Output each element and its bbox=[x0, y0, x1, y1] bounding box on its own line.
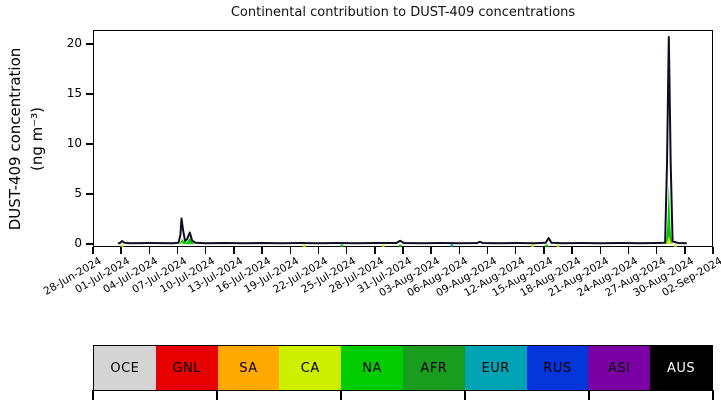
legend-entry-ASI: ASI bbox=[588, 346, 651, 390]
x-tick-mark bbox=[684, 247, 686, 254]
x-tick-mark bbox=[120, 247, 122, 254]
x-tick-mark bbox=[289, 247, 291, 254]
x-tick-mark bbox=[486, 247, 489, 254]
legend-tick-mark bbox=[340, 390, 342, 400]
chart-title: Continental contribution to DUST-409 con… bbox=[230, 5, 576, 20]
fill-region-NA bbox=[179, 237, 195, 244]
baseline-marker-CA bbox=[302, 244, 306, 247]
continent-legend: OCE GNL SA CA NA AFR EUR RUS ASI AUS bbox=[93, 345, 713, 391]
baseline-marker-CA bbox=[531, 244, 535, 247]
y-tick-mark bbox=[86, 243, 93, 245]
baseline-marker-NA bbox=[545, 244, 549, 247]
x-tick-mark bbox=[627, 247, 630, 254]
x-tick-mark bbox=[655, 247, 658, 254]
fill-region-CA bbox=[179, 242, 184, 244]
y-tick-label: 5 bbox=[74, 186, 82, 200]
legend-entry-EUR: EUR bbox=[464, 346, 527, 390]
x-tick-mark bbox=[543, 247, 545, 254]
y-tick-label: 10 bbox=[66, 136, 82, 150]
legend-entry-AUS: AUS bbox=[650, 346, 712, 390]
x-tick-mark bbox=[148, 247, 151, 254]
x-tick-mark bbox=[345, 247, 348, 254]
x-tick-mark bbox=[317, 247, 320, 254]
x-tick-mark bbox=[176, 247, 179, 254]
x-tick-mark bbox=[205, 247, 207, 254]
total-concentration-line bbox=[117, 36, 687, 245]
x-tick-mark bbox=[458, 247, 461, 254]
legend-tick-mark bbox=[92, 390, 94, 400]
legend-tick-mark bbox=[588, 390, 590, 400]
x-tick-mark bbox=[515, 247, 517, 254]
baseline-marker-CA bbox=[556, 244, 560, 247]
plot-area-frame bbox=[93, 30, 713, 247]
x-tick-mark bbox=[402, 247, 404, 254]
y-tick-label: 0 bbox=[74, 236, 82, 250]
y-axis-label: DUST-409 concentration (ng m⁻³) bbox=[4, 9, 50, 269]
legend-entry-NA: NA bbox=[341, 346, 403, 390]
legend-entry-OCE: OCE bbox=[94, 346, 156, 390]
x-tick-mark bbox=[712, 247, 714, 254]
legend-entry-CA: CA bbox=[279, 346, 342, 390]
x-tick-mark bbox=[374, 247, 376, 254]
y-tick-label: 15 bbox=[66, 86, 82, 100]
baseline-marker-CA bbox=[120, 244, 124, 247]
fill-region-CA bbox=[666, 236, 672, 244]
y-tick-mark bbox=[86, 43, 93, 45]
y-axis-label-line1: DUST-409 concentration bbox=[6, 47, 24, 231]
baseline-marker-CA bbox=[381, 244, 385, 247]
legend-entry-GNL: GNL bbox=[155, 346, 218, 390]
y-axis-label-line2: (ng m⁻³) bbox=[28, 106, 46, 172]
legend-tick-mark bbox=[216, 390, 218, 400]
baseline-marker-NA bbox=[340, 244, 344, 247]
baseline-marker-EUR bbox=[450, 244, 454, 247]
legend-entry-RUS: RUS bbox=[526, 346, 589, 390]
x-tick-mark bbox=[430, 247, 432, 254]
x-tick-mark bbox=[92, 247, 94, 254]
x-tick-mark bbox=[261, 247, 263, 254]
fill-region-NA bbox=[666, 184, 672, 244]
chart-plot-svg bbox=[117, 36, 687, 247]
legend-tick-mark bbox=[712, 390, 714, 400]
y-tick-mark bbox=[86, 93, 93, 95]
y-tick-mark bbox=[86, 193, 93, 195]
baseline-marker-NA bbox=[398, 244, 402, 247]
legend-entry-SA: SA bbox=[217, 346, 280, 390]
x-tick-mark bbox=[599, 247, 601, 254]
y-tick-mark bbox=[86, 143, 93, 145]
x-tick-mark bbox=[571, 247, 573, 254]
y-tick-label: 20 bbox=[66, 36, 82, 50]
baseline-marker-CA bbox=[673, 244, 677, 247]
legend-tick-mark bbox=[464, 390, 466, 400]
x-tick-mark bbox=[233, 247, 235, 254]
legend-entry-AFR: AFR bbox=[402, 346, 465, 390]
